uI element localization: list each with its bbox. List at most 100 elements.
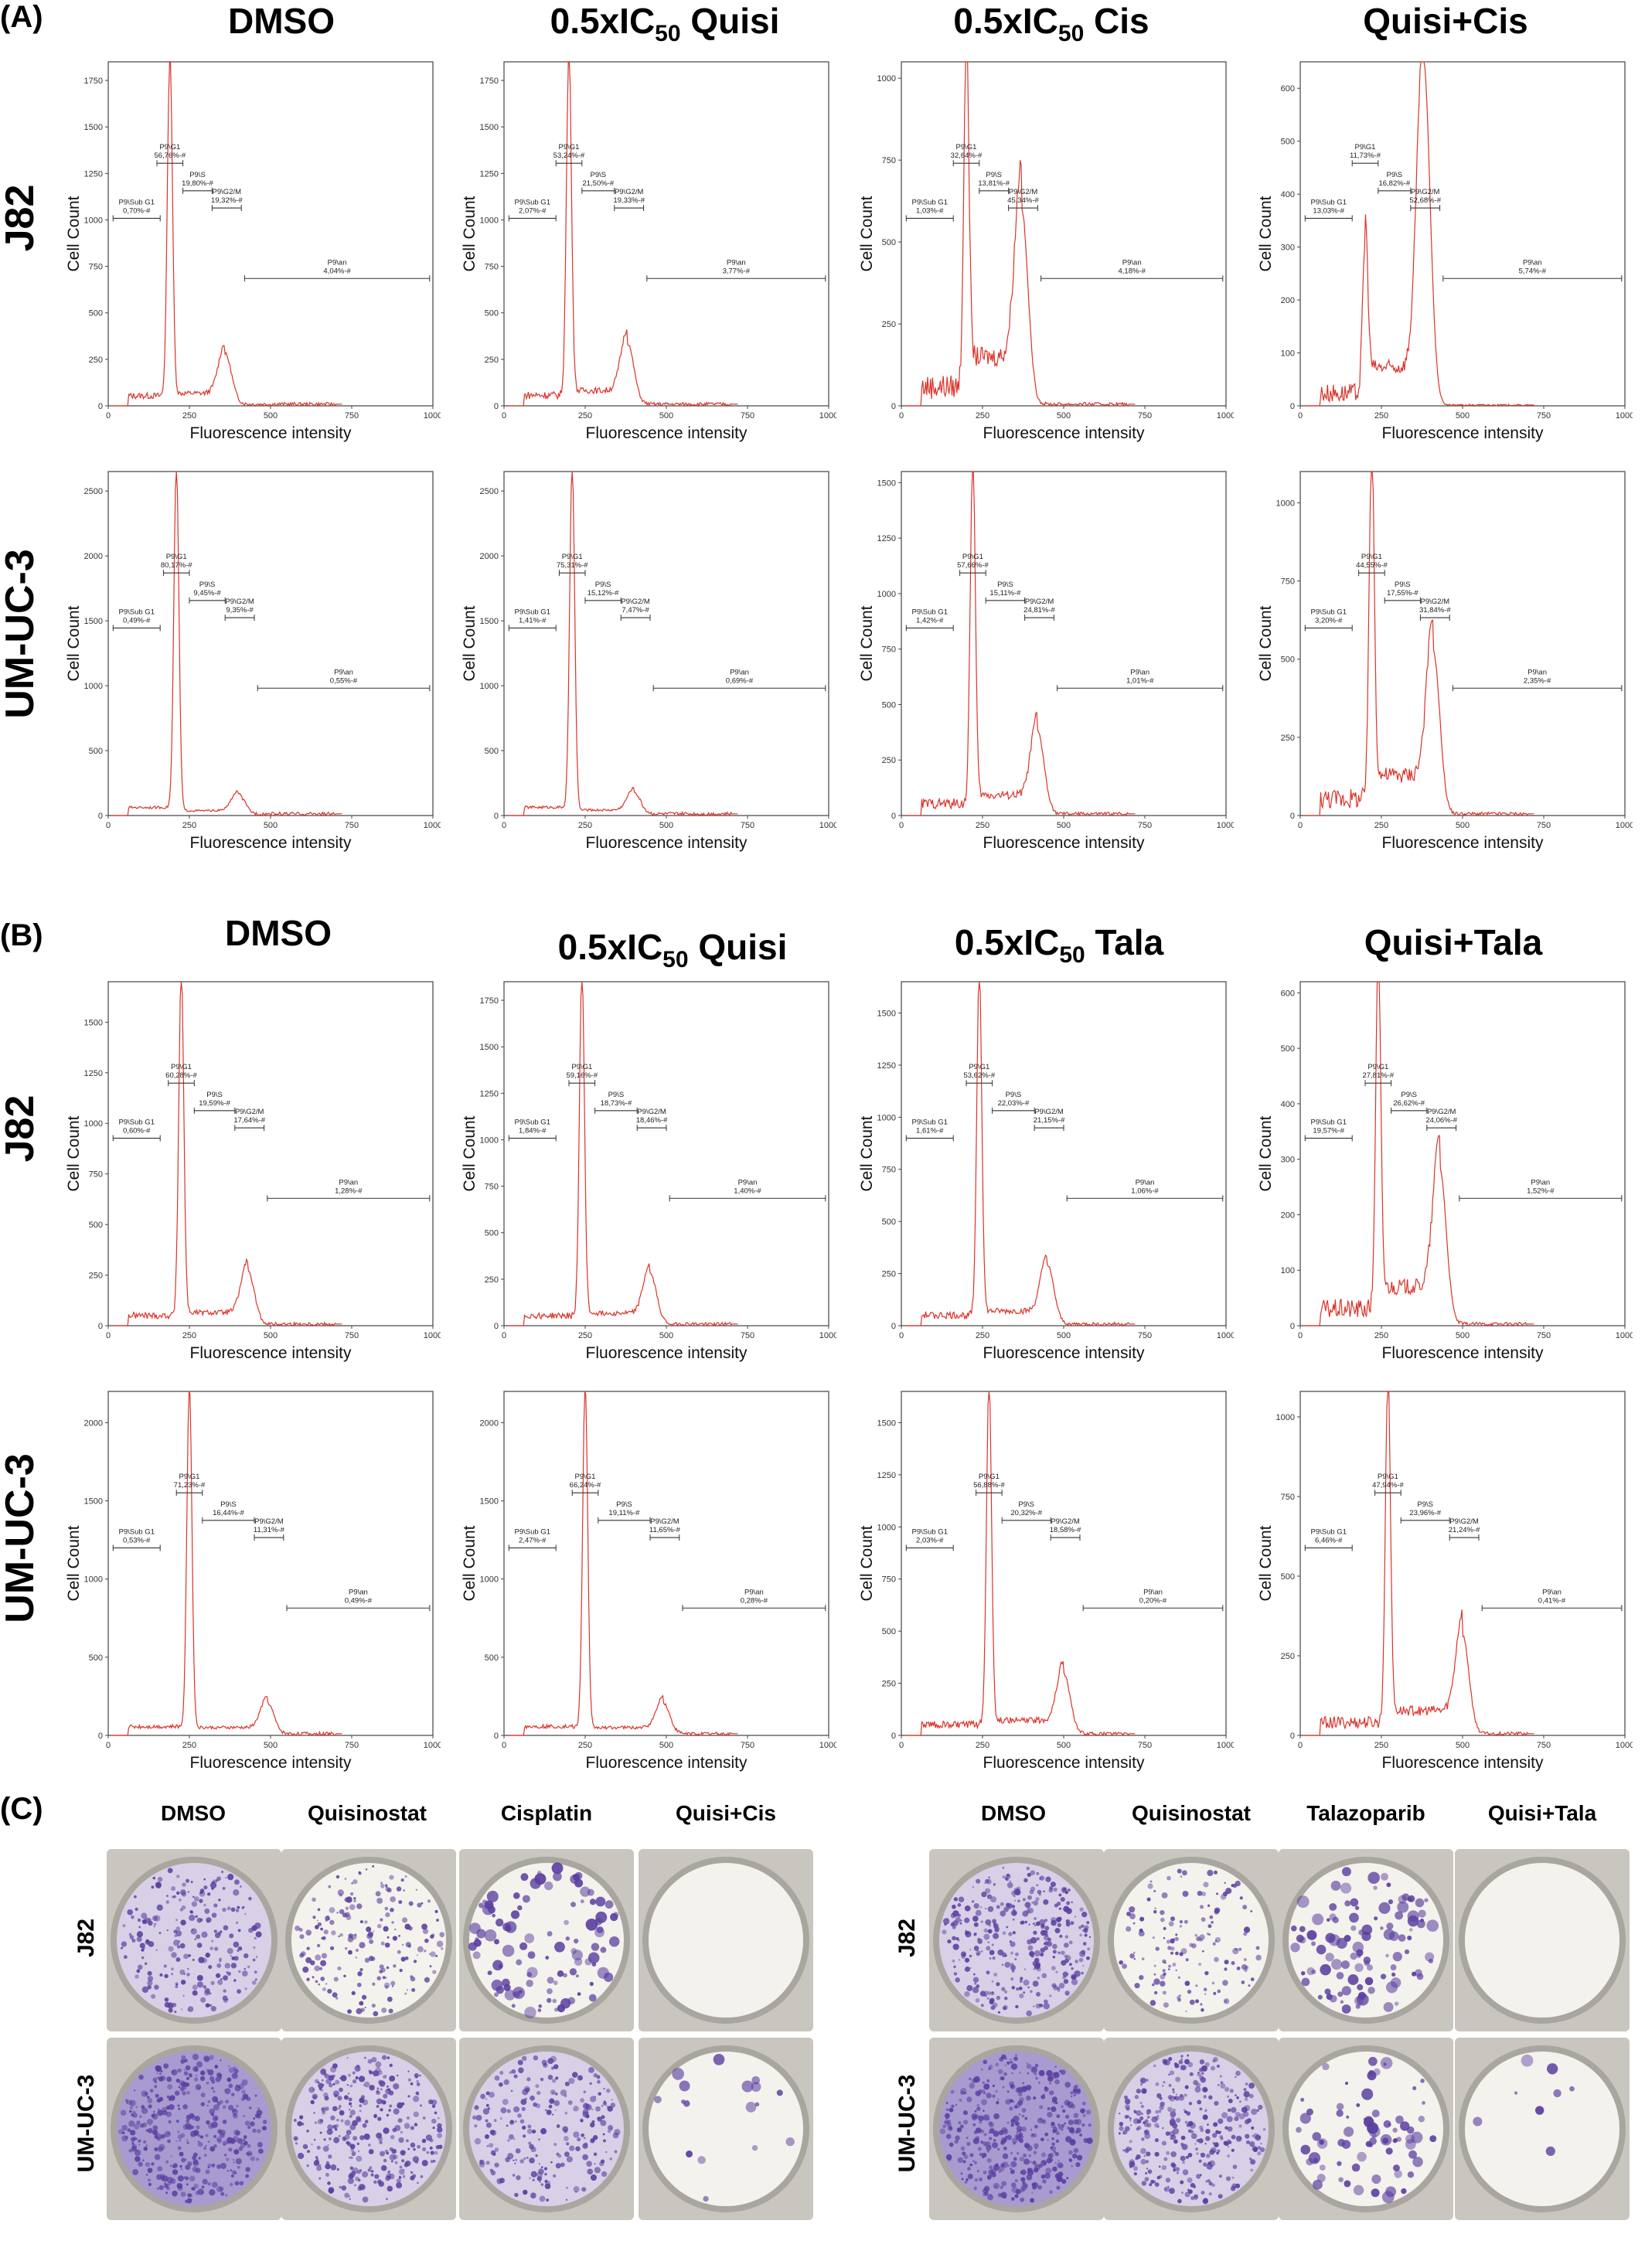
colony [351,1881,353,1885]
colony [306,2164,309,2168]
colony [1047,2111,1053,2118]
colony [1053,2151,1056,2154]
colony [1047,2076,1054,2082]
colony [1015,1952,1019,1956]
colony [1228,2098,1233,2103]
gate-name: P9\Sub G1 [515,198,550,206]
colony [186,1973,190,1977]
colony [1151,2116,1158,2123]
colony [1057,1989,1061,1992]
colony [571,1950,583,1961]
colony [390,1980,396,1986]
colony [1168,2057,1173,2062]
gate-name: P9\G2/M [621,598,650,606]
colony [383,2127,390,2134]
colony [1368,2069,1374,2076]
colony [1211,2065,1215,2071]
colony [533,2102,537,2107]
colony [1036,1871,1040,1875]
x-tick-label: 500 [1456,1331,1470,1340]
colony [1207,2179,1211,2183]
colony [389,1875,394,1880]
colony [224,2088,231,2095]
colony [1350,1898,1359,1907]
colony [338,2134,341,2138]
colony [975,2136,980,2141]
colony [1235,2094,1237,2096]
colony [145,2130,148,2133]
colony [986,2079,990,2082]
colony [496,2178,502,2185]
colony [223,1989,226,1993]
gate-percent: 0,49%-# [345,1596,373,1605]
colony [989,2128,995,2134]
colony [183,2069,186,2071]
colony [355,1956,357,1959]
gate-name: P9\an [730,668,749,676]
colony [1015,2004,1019,2009]
colony [1081,1950,1086,1955]
gate-percent: 0,41%-# [1538,1596,1566,1605]
colony [1229,2089,1234,2093]
colony [1051,2121,1055,2127]
colony [383,1926,389,1932]
colony-plate [929,1849,1104,2031]
colony [179,2151,184,2157]
x-tick-label: 750 [741,1331,754,1340]
gate-percent: 26,62%-# [1393,1099,1425,1108]
colony [364,2056,366,2059]
colony [552,1998,557,2004]
colony [356,2117,362,2123]
colony [1354,1963,1364,1973]
gate-percent: 17,64%-# [233,1116,265,1125]
gate-name: P9\an [328,258,347,267]
colony [364,1920,368,1924]
y-tick-label: 0 [98,1322,103,1331]
colony [1231,2176,1235,2179]
colony [135,2156,141,2162]
gate-percent: 2,07%-# [519,206,547,215]
colony [1225,1888,1232,1895]
colony [1209,1915,1214,1919]
colony [1034,1917,1037,1920]
colony [211,1887,214,1890]
col-title: 0.5xIC50 Quisi [557,927,788,973]
gate-percent: 75,31%-# [557,561,588,570]
colony [352,2136,358,2141]
colony [551,2066,554,2070]
colony [1356,1949,1364,1956]
colony [596,1926,604,1933]
colony [210,2113,214,2116]
colony [1014,1958,1017,1961]
colony [327,2124,333,2130]
colony [320,1960,327,1967]
colony [1081,2123,1085,2127]
colony [213,2144,217,2148]
colony [1002,1866,1005,1869]
colony [972,1977,979,1983]
colony [127,2128,131,2133]
colony [1040,1925,1045,1929]
colony [1171,2164,1177,2169]
colony [590,2138,595,2144]
colony [1201,2191,1205,2195]
colony [324,2073,330,2079]
colony [187,1891,190,1893]
y-tick-label: 250 [882,1270,896,1279]
plate-well [291,2052,446,2206]
colony [235,2157,242,2164]
colony [1170,2116,1175,2120]
colony [192,2065,199,2072]
colony [237,1946,243,1951]
colony [585,2113,590,2119]
colony [235,2130,240,2136]
colony [1122,2149,1125,2152]
colony [1196,2174,1201,2179]
y-tick-label: 250 [882,1680,896,1689]
colony [412,2156,420,2163]
gate-name: P9\G1 [559,143,580,152]
colony [407,2095,410,2098]
x-tick-label: 1000 [1217,821,1234,830]
colony [1146,2168,1149,2170]
colony [376,2105,380,2108]
